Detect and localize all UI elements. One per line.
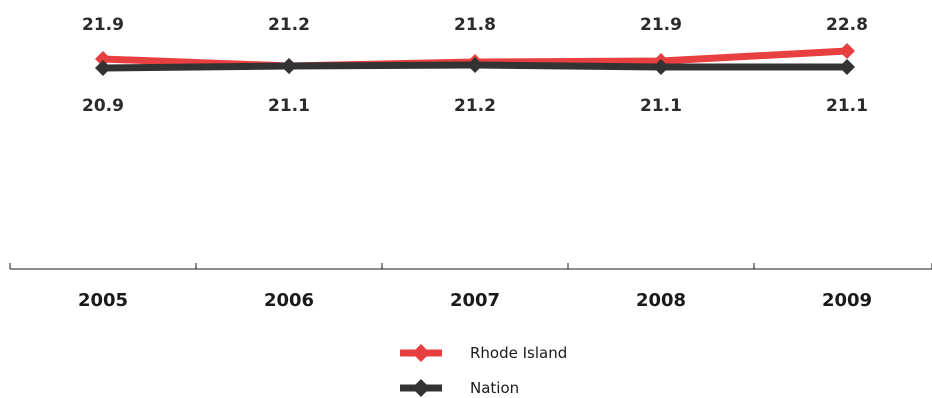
x-tick-label: 2008 bbox=[636, 290, 686, 311]
data-point-nation bbox=[839, 59, 855, 75]
legend-item-rhode-island: Rhode Island bbox=[400, 344, 567, 362]
legend-label: Nation bbox=[470, 379, 519, 397]
x-tick-label: 2005 bbox=[78, 290, 128, 311]
x-tick-label: 2009 bbox=[822, 290, 872, 311]
data-point-nation bbox=[95, 60, 111, 76]
data-label: 21.1 bbox=[640, 96, 682, 116]
data-label: 21.8 bbox=[454, 15, 496, 35]
data-point-rhode-island bbox=[95, 51, 111, 67]
data-label: 21.9 bbox=[640, 15, 682, 35]
data-label: 21.9 bbox=[82, 15, 124, 35]
data-label: 20.9 bbox=[82, 96, 124, 116]
data-label: 21.2 bbox=[454, 96, 496, 116]
legend-label: Rhode Island bbox=[470, 344, 567, 362]
data-point-nation bbox=[653, 59, 669, 75]
data-label: 21.1 bbox=[268, 96, 310, 116]
legend-item-nation: Nation bbox=[400, 379, 519, 397]
data-label: 21.1 bbox=[826, 96, 868, 116]
data-label: 22.8 bbox=[826, 15, 868, 35]
data-point-nation bbox=[281, 58, 297, 74]
data-point-rhode-island bbox=[839, 43, 855, 59]
legend-marker-icon bbox=[412, 344, 430, 362]
x-tick-label: 2006 bbox=[264, 290, 314, 311]
legend-marker-icon bbox=[412, 379, 430, 397]
data-label: 21.2 bbox=[268, 15, 310, 35]
x-tick-label: 2007 bbox=[450, 290, 500, 311]
data-point-nation bbox=[467, 57, 483, 73]
